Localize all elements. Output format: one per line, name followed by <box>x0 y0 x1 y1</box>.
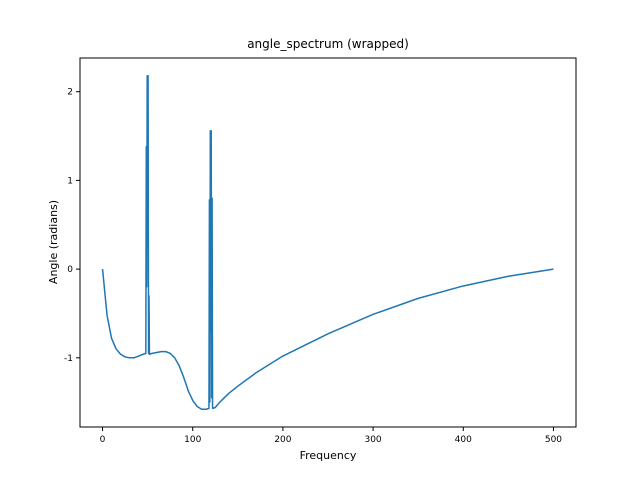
x-tick-label: 400 <box>455 435 472 445</box>
x-tick-label: 500 <box>545 435 562 445</box>
y-axis-label: Angle (radians) <box>47 200 60 284</box>
x-tick-label: 100 <box>184 435 201 445</box>
y-tick-label: -1 <box>64 354 73 364</box>
y-tick-label: 2 <box>67 88 73 98</box>
x-tick-label: 0 <box>100 435 106 445</box>
axes-frame <box>79 57 577 428</box>
chart-title: angle_spectrum (wrapped) <box>247 37 409 51</box>
y-axis-ticks: -1 0 1 2 <box>64 88 80 364</box>
series-line-0 <box>101 74 554 411</box>
plot-area <box>101 74 554 411</box>
y-tick-label: 1 <box>67 176 73 186</box>
x-tick-label: 200 <box>274 435 291 445</box>
y-tick-label: 0 <box>67 265 73 275</box>
x-axis-label: Frequency <box>300 449 357 462</box>
x-tick-label: 300 <box>364 435 381 445</box>
x-axis-ticks: 0 100 200 300 400 500 <box>100 427 562 445</box>
